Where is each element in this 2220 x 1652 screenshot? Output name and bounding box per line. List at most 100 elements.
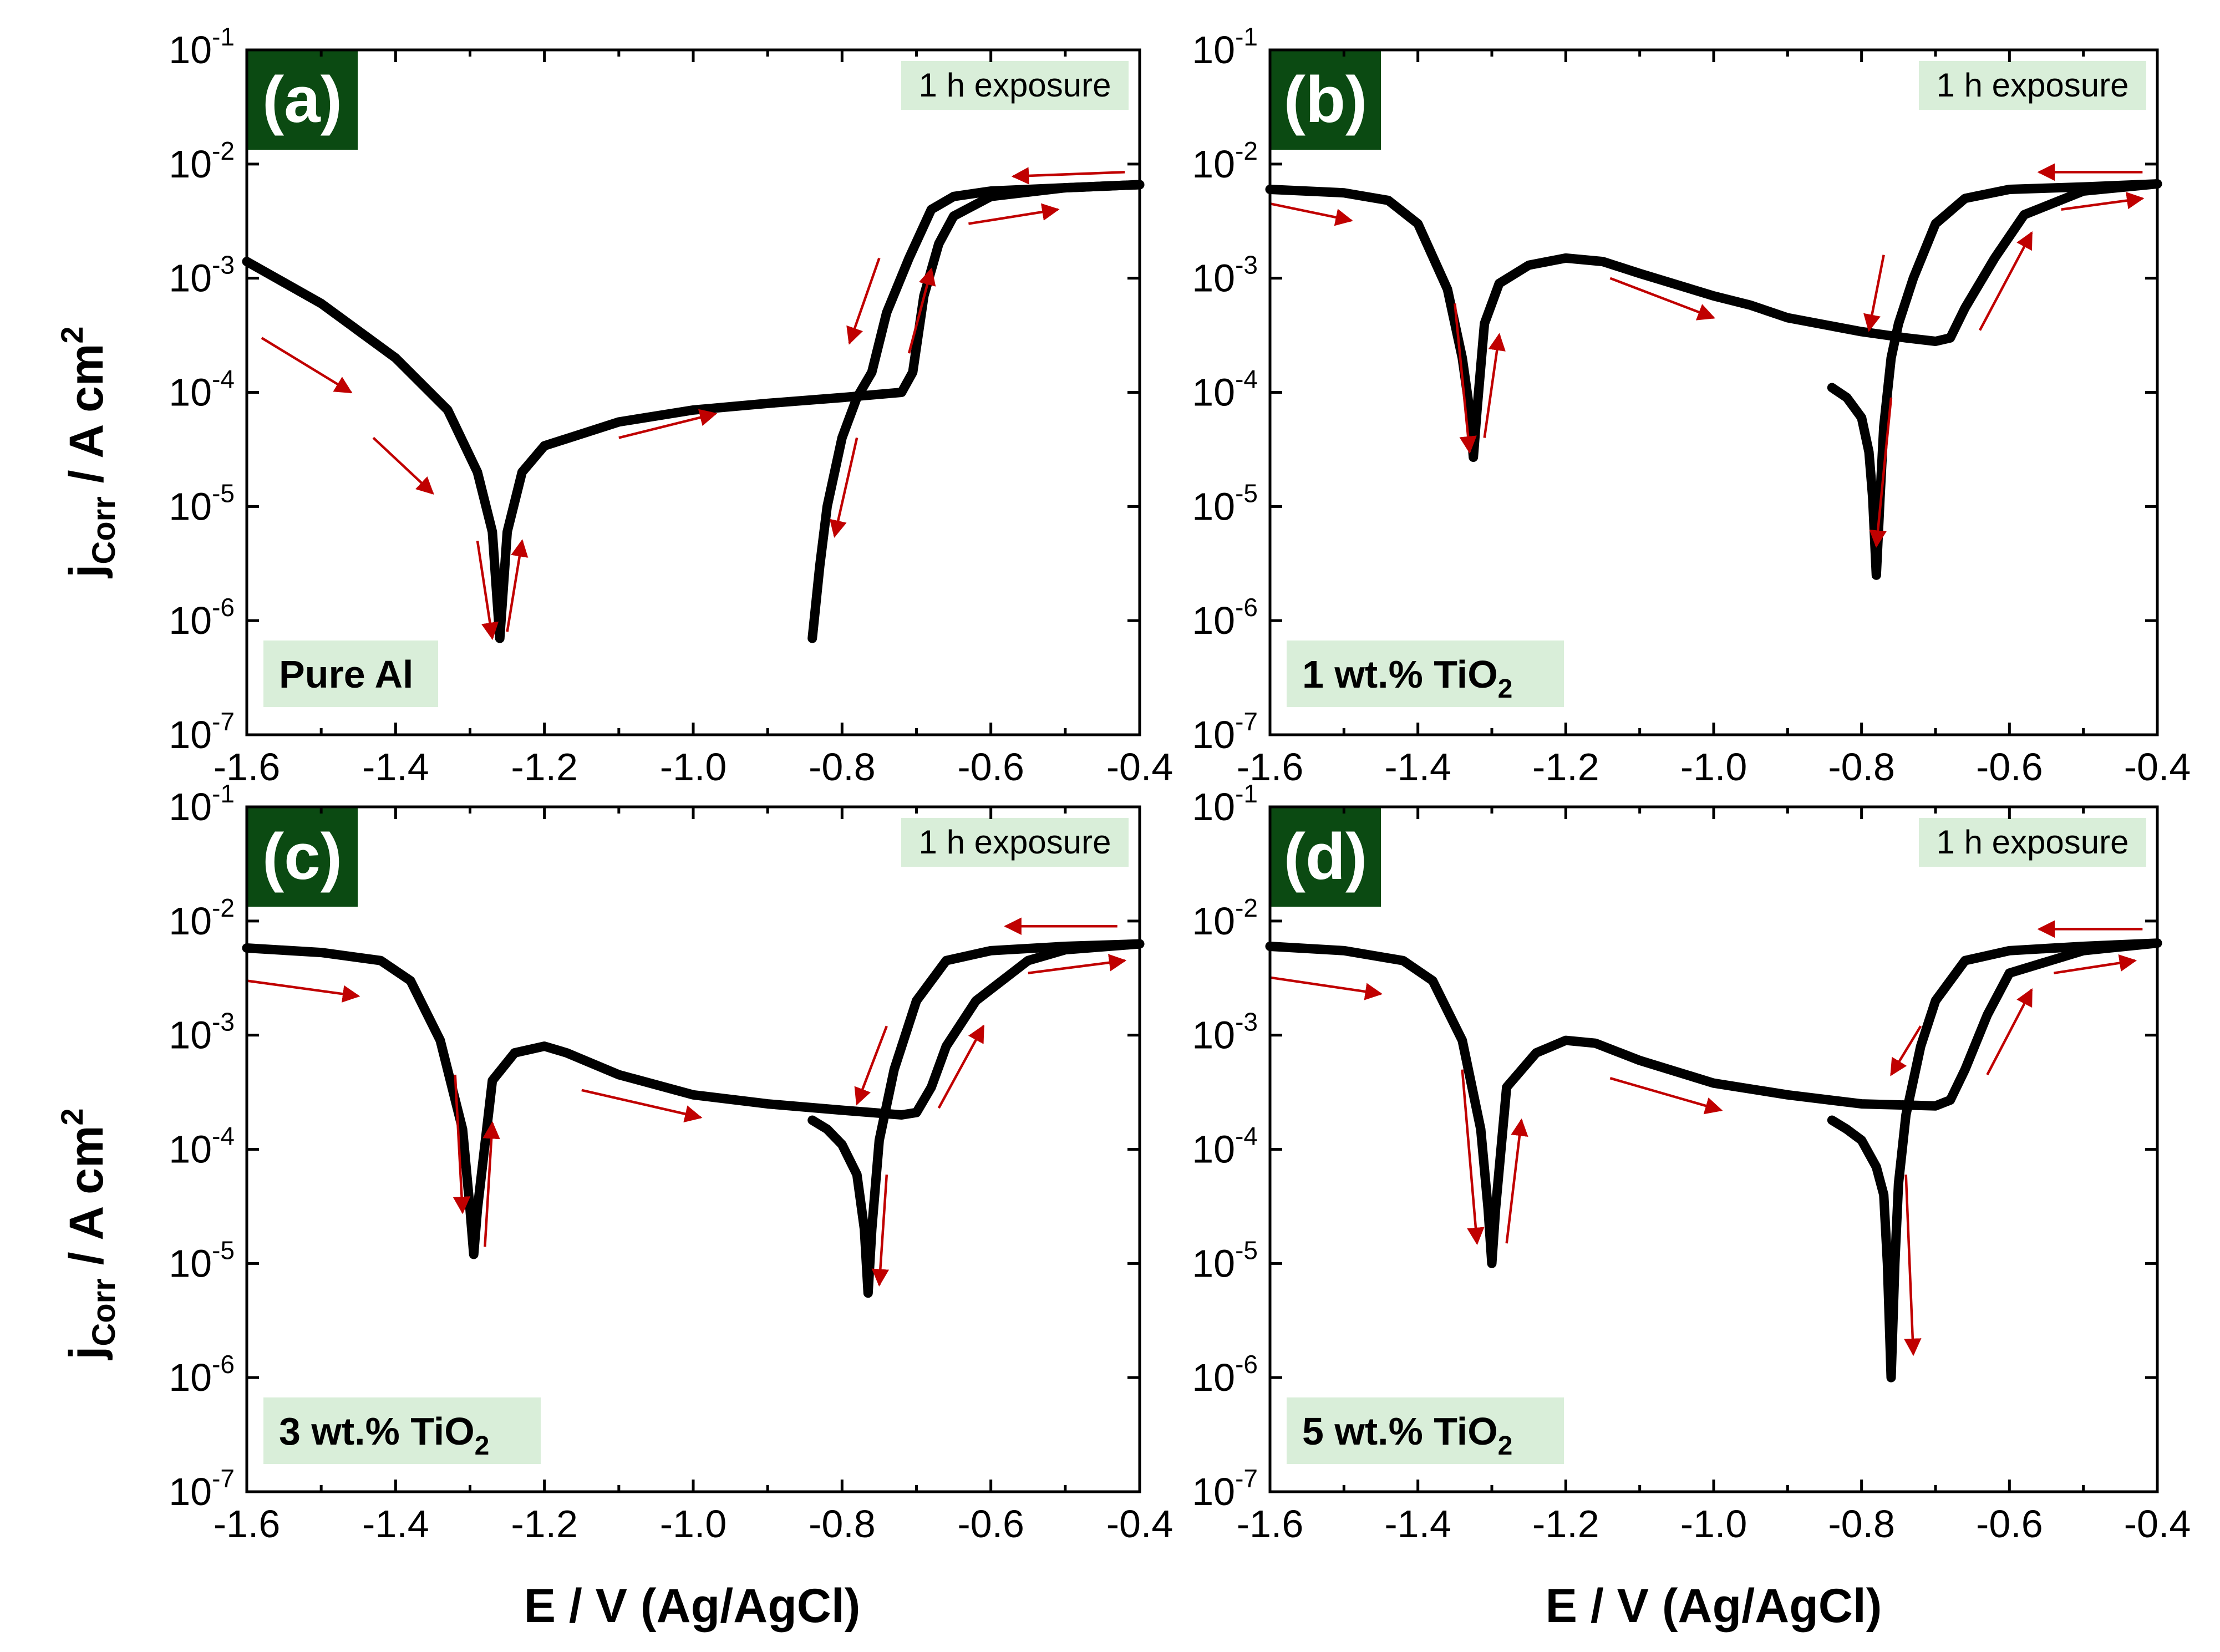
y-axis-title-top: jCorr / A cm2 (54, 326, 122, 578)
y-tick-exponent: -6 (1235, 593, 1258, 622)
y-tick-exponent: -1 (1235, 779, 1258, 808)
panel-c-scan-arrow-1 (246, 979, 360, 1003)
y-tick-base: 10 (1192, 143, 1235, 186)
exposure-box-bg (901, 61, 1129, 110)
x-tick-label: -1.4 (362, 745, 429, 789)
sample-box-bg (263, 641, 438, 707)
y-tick-label: 10-7 (1192, 1464, 1258, 1513)
panel-a-forward-scan-line (242, 180, 1145, 643)
y-tick-base: 10 (169, 1470, 212, 1513)
x-tick-label: -1.0 (660, 1502, 727, 1546)
x-tick-label: -1.2 (511, 745, 578, 789)
x-tick-label: -0.6 (957, 1502, 1024, 1546)
panel-b-scan-arrow-7 (1979, 231, 2033, 331)
y-tick-label: 10-2 (169, 893, 235, 943)
y-tick-label: 10-3 (169, 1008, 235, 1057)
y-tick-label: 10-5 (1192, 1236, 1258, 1285)
panel-a-scan-arrow-2 (372, 436, 434, 495)
y-tick-label: 10-4 (169, 1122, 235, 1171)
x-tick-label: -0.6 (1976, 1502, 2043, 1546)
panel-a-scan-arrow-4 (506, 539, 529, 632)
x-tick-label: -1.6 (214, 1502, 281, 1546)
y-tick-label: 10-5 (1192, 479, 1258, 528)
badge-bg (1270, 807, 1381, 907)
panel-d-badge: (d) (1270, 807, 1381, 907)
y-tick-exponent: -7 (1235, 1464, 1258, 1493)
sample-box-bg (1287, 641, 1564, 707)
panel-c-scan-arrow-3 (482, 1121, 500, 1247)
panel-b-forward-scan-line (1265, 179, 2162, 462)
y-tick-label: 10-5 (169, 479, 235, 528)
x-tick-label: -1.6 (214, 745, 281, 789)
y-tick-base: 10 (1192, 1356, 1235, 1399)
y-tick-label: 10-6 (169, 1350, 235, 1399)
panel-b-exposure-label: 1 h exposure (1919, 61, 2146, 110)
y-tick-exponent: -3 (212, 251, 235, 279)
y-tick-exponent: -4 (212, 365, 235, 394)
panel-a-scan-arrow-7 (829, 437, 858, 538)
badge-text: (d) (1284, 820, 1368, 893)
panel-a-scan-arrow-6 (846, 257, 881, 345)
panel-d-forward-scan-line (1265, 938, 2162, 1268)
y-tick-exponent: -2 (212, 893, 235, 922)
y-tick-exponent: -5 (212, 1236, 235, 1264)
y-tick-label: 10-2 (1192, 893, 1258, 943)
y-tick-label: 10-3 (1192, 1008, 1258, 1057)
panel-d-scan-arrow-2 (1461, 1069, 1485, 1246)
x-axis-title-left: E / V (Ag/AgCl) (524, 1579, 861, 1633)
panel-d-scan-arrow-5 (1890, 1025, 1922, 1076)
panel-c-plot-frame (245, 805, 1141, 1493)
x-tick-label: -1.0 (1680, 1502, 1747, 1546)
y-tick-exponent: -6 (212, 593, 235, 622)
panel-b-scan-arrow-1 (1269, 202, 1353, 226)
x-tick-label: -1.4 (1384, 745, 1451, 789)
panel-d-exposure-label: 1 h exposure (1919, 818, 2146, 867)
y-tick-base: 10 (1192, 1470, 1235, 1513)
x-axis-title-right: E / V (Ag/AgCl) (1546, 1579, 1882, 1633)
y-tick-exponent: -5 (1235, 1236, 1258, 1264)
y-tick-exponent: -3 (1235, 251, 1258, 279)
y-tick-exponent: -3 (1235, 1008, 1258, 1036)
y-axis-title-bottom: jCorr / A cm2 (54, 1108, 122, 1360)
panel-b-scan-arrow-5 (1863, 255, 1885, 332)
y-tick-exponent: -5 (212, 479, 235, 507)
sample-subscript: 2 (1498, 1431, 1513, 1461)
panel-a-badge: (a) (247, 50, 358, 150)
panel-d-reverse-scan-line (1827, 938, 2162, 1382)
y-tick-base: 10 (1192, 1128, 1235, 1171)
exposure-box-bg (901, 818, 1129, 867)
y-tick-exponent: -4 (1235, 1122, 1258, 1151)
y-tick-base: 10 (169, 713, 212, 756)
panel-d-scan-arrow-7 (1986, 988, 2033, 1076)
panel-a-scan-arrow-5 (618, 409, 718, 439)
y-tick-label: 10-6 (169, 593, 235, 642)
x-tick-label: -0.6 (957, 745, 1024, 789)
x-tick-label: -1.4 (1384, 1502, 1451, 1546)
y-tick-label: 10-5 (169, 1236, 235, 1285)
y-tick-label: 10-6 (1192, 593, 1258, 642)
x-tick-label: -1.2 (511, 1502, 578, 1546)
sample-box-bg (263, 1397, 541, 1464)
x-tick-label: -0.4 (1106, 745, 1173, 789)
y-tick-exponent: -1 (212, 22, 235, 51)
x-tick-label: -0.4 (2124, 1502, 2191, 1546)
panel-a-scan-arrow-3 (476, 540, 499, 641)
badge-bg (247, 50, 358, 150)
panel-c: 1 h exposure 3 wt.% TiO2 (c) -1.6 -1.4 -1.2 -1… (169, 779, 1173, 1546)
panel-d-scan-arrow-4 (1609, 1077, 1723, 1115)
y-tick-exponent: -3 (212, 1008, 235, 1036)
panel-c-scan-arrow-4 (581, 1089, 703, 1123)
x-tick-label: -0.6 (1976, 745, 2043, 789)
x-tick-label: -0.8 (809, 745, 876, 789)
x-tick-label: -1.0 (1680, 745, 1747, 789)
panel-b: 1 h exposure 1 wt.% TiO2 (b) -1.6 -1.4 -1.2 -1… (1192, 22, 2191, 789)
sample-name: 3 wt.% TiO (279, 1410, 475, 1453)
y-tick-base: 10 (169, 371, 212, 414)
y-tick-exponent: -7 (1235, 707, 1258, 736)
y-tick-base: 10 (169, 1128, 212, 1171)
panel-c-forward-scan-line (242, 939, 1145, 1259)
panel-c-scan-arrow-6 (871, 1175, 890, 1287)
x-tick-label: -1.6 (1237, 1502, 1304, 1546)
exposure-box-bg (1919, 61, 2146, 110)
